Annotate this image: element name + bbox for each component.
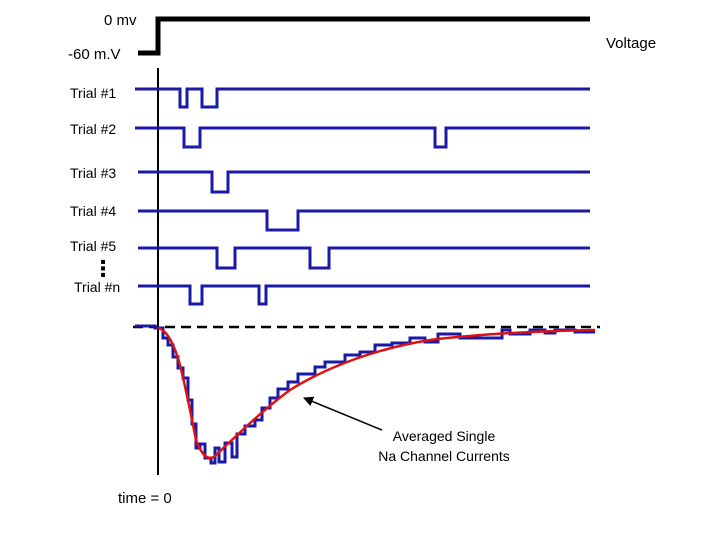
trial-trace-n bbox=[138, 284, 590, 306]
annotation-line-2: Na Channel Currents bbox=[378, 448, 510, 464]
annotation-line-1: Averaged Single bbox=[393, 428, 496, 444]
trial-label-2: Trial #2 bbox=[70, 121, 116, 137]
trial-label-3: Trial #3 bbox=[70, 165, 116, 181]
trial-ellipsis: ⋮ bbox=[92, 257, 114, 282]
trial-trace-5 bbox=[138, 246, 590, 270]
voltage-step-trace bbox=[138, 16, 590, 56]
trial-trace-4 bbox=[138, 209, 590, 232]
annotation-arrow bbox=[303, 396, 383, 431]
averaged-fit-curve bbox=[157, 326, 596, 460]
voltage-side-label: Voltage bbox=[606, 35, 656, 52]
voltage-low-label: -60 m.V bbox=[68, 46, 121, 63]
time-zero-label: time = 0 bbox=[118, 490, 172, 507]
trial-traces bbox=[135, 87, 590, 306]
averaged-current-trace bbox=[135, 324, 595, 465]
voltage-high-label: 0 mv bbox=[104, 12, 137, 29]
trial-trace-2 bbox=[135, 126, 590, 149]
trial-trace-3 bbox=[138, 170, 590, 194]
trial-label-1: Trial #1 bbox=[70, 85, 116, 101]
trial-label-n: Trial #n bbox=[74, 279, 120, 295]
trial-label-4: Trial #4 bbox=[70, 203, 116, 219]
trial-label-5: Trial #5 bbox=[70, 238, 116, 254]
trial-trace-1 bbox=[135, 87, 590, 109]
